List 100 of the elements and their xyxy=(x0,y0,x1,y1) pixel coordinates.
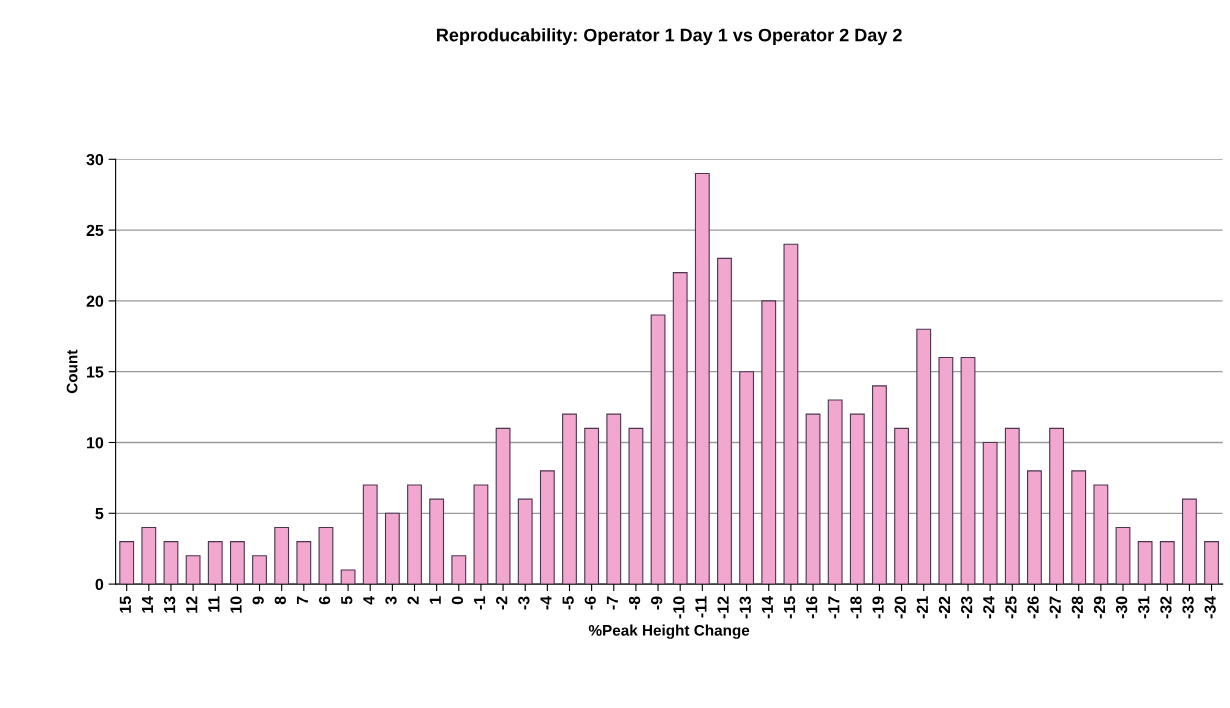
bar xyxy=(407,484,422,585)
bar xyxy=(451,555,467,585)
x-tick-label: 2 xyxy=(407,596,419,605)
bar xyxy=(1115,526,1131,585)
bar xyxy=(562,413,577,585)
x-tick-label: -25 xyxy=(1005,596,1017,619)
x-tick-label: -4 xyxy=(540,595,552,610)
bar xyxy=(384,512,400,585)
bar xyxy=(229,541,245,585)
y-tick-label: 15 xyxy=(87,366,104,378)
x-tick-label: -30 xyxy=(1115,596,1128,619)
y-axis-title: Count xyxy=(66,349,78,394)
bar xyxy=(872,385,887,585)
bar xyxy=(606,413,622,585)
bar xyxy=(628,427,644,585)
x-tick-label: -34 xyxy=(1204,595,1216,619)
bar xyxy=(539,470,555,585)
bar xyxy=(1027,470,1042,585)
y-tick-label: 0 xyxy=(95,578,104,591)
bar xyxy=(1093,484,1109,585)
bar xyxy=(916,328,932,585)
x-tick-label: 9 xyxy=(252,596,264,605)
x-tick-label: -6 xyxy=(584,596,596,610)
x-tick-label: -14 xyxy=(761,595,773,619)
x-tick-label: -24 xyxy=(983,595,995,619)
x-tick-label: 12 xyxy=(186,596,198,613)
x-tick-label: -23 xyxy=(960,596,973,619)
bar xyxy=(517,498,533,585)
x-axis-title: %Peak Height Change xyxy=(588,624,750,639)
bar xyxy=(362,484,378,585)
x-tick-label: -33 xyxy=(1182,596,1194,619)
y-tick-label: 30 xyxy=(86,153,104,166)
x-tick-label: -13 xyxy=(739,596,751,619)
bar xyxy=(473,484,489,585)
x-tick-label: 4 xyxy=(363,595,375,605)
y-tick-label: 20 xyxy=(86,295,104,307)
x-tick-label: -5 xyxy=(562,596,574,610)
x-tick-label: -12 xyxy=(717,596,729,619)
bar xyxy=(1204,541,1219,585)
bar xyxy=(982,441,998,585)
bar xyxy=(849,413,865,585)
bar xyxy=(1137,541,1153,585)
x-tick-label: 14 xyxy=(141,595,153,613)
x-tick-label: -29 xyxy=(1093,596,1106,619)
x-tick-label: -16 xyxy=(806,596,818,619)
x-tick-label: -10 xyxy=(673,596,685,619)
bar xyxy=(1049,427,1064,585)
x-tick-label: 8 xyxy=(274,596,286,605)
x-tick-label: -27 xyxy=(1049,596,1061,619)
x-tick-label: -22 xyxy=(938,596,950,619)
bar xyxy=(783,243,799,585)
bar xyxy=(805,413,821,585)
x-tick-label: -21 xyxy=(916,596,928,619)
bar xyxy=(119,541,135,585)
y-tick-label: 5 xyxy=(95,508,104,520)
bar xyxy=(252,555,267,585)
x-tick-label: 10 xyxy=(230,596,242,613)
bar xyxy=(650,314,666,585)
x-tick-label: 7 xyxy=(296,596,308,605)
bar xyxy=(185,555,201,585)
bar xyxy=(717,257,732,585)
bar xyxy=(296,541,312,585)
x-tick-label: -32 xyxy=(1160,596,1172,619)
x-tick-label: -17 xyxy=(828,596,840,619)
bar xyxy=(318,526,334,585)
x-tick-label: -20 xyxy=(894,596,906,619)
bar xyxy=(584,427,600,585)
bar xyxy=(495,427,511,585)
x-tick-label: 1 xyxy=(429,596,441,604)
x-tick-label: 3 xyxy=(385,596,397,605)
x-tick-label: -19 xyxy=(872,596,884,619)
x-tick-label: 6 xyxy=(318,596,331,605)
bar xyxy=(274,526,290,585)
bar xyxy=(340,569,356,585)
bar xyxy=(1071,470,1087,585)
bar xyxy=(938,356,954,585)
y-tick-label: 25 xyxy=(86,224,104,237)
y-tick-label: 10 xyxy=(87,437,104,449)
x-tick-label: -1 xyxy=(474,596,486,610)
bar xyxy=(960,356,976,585)
bar xyxy=(739,371,755,585)
bar xyxy=(163,541,179,585)
x-tick-label: -11 xyxy=(695,596,707,618)
x-tick-label: -8 xyxy=(628,596,641,610)
x-tick-label: -28 xyxy=(1071,596,1083,619)
x-tick-label: -15 xyxy=(784,596,796,619)
bar xyxy=(694,172,710,585)
chart-title: Reproducability: Operator 1 Day 1 vs Operator 2 Day 2 xyxy=(437,28,902,45)
bar xyxy=(1159,541,1175,585)
x-tick-label: -7 xyxy=(606,596,618,610)
x-tick-label: 11 xyxy=(208,596,220,612)
x-tick-label: 0 xyxy=(451,596,464,605)
x-tick-label: 15 xyxy=(119,596,131,613)
x-tick-label: -2 xyxy=(496,596,508,610)
bar xyxy=(827,399,843,585)
bar xyxy=(672,272,688,585)
bar xyxy=(894,427,910,585)
x-tick-label: 5 xyxy=(341,596,353,605)
x-tick-label: -3 xyxy=(518,596,530,610)
bar xyxy=(1181,498,1197,585)
